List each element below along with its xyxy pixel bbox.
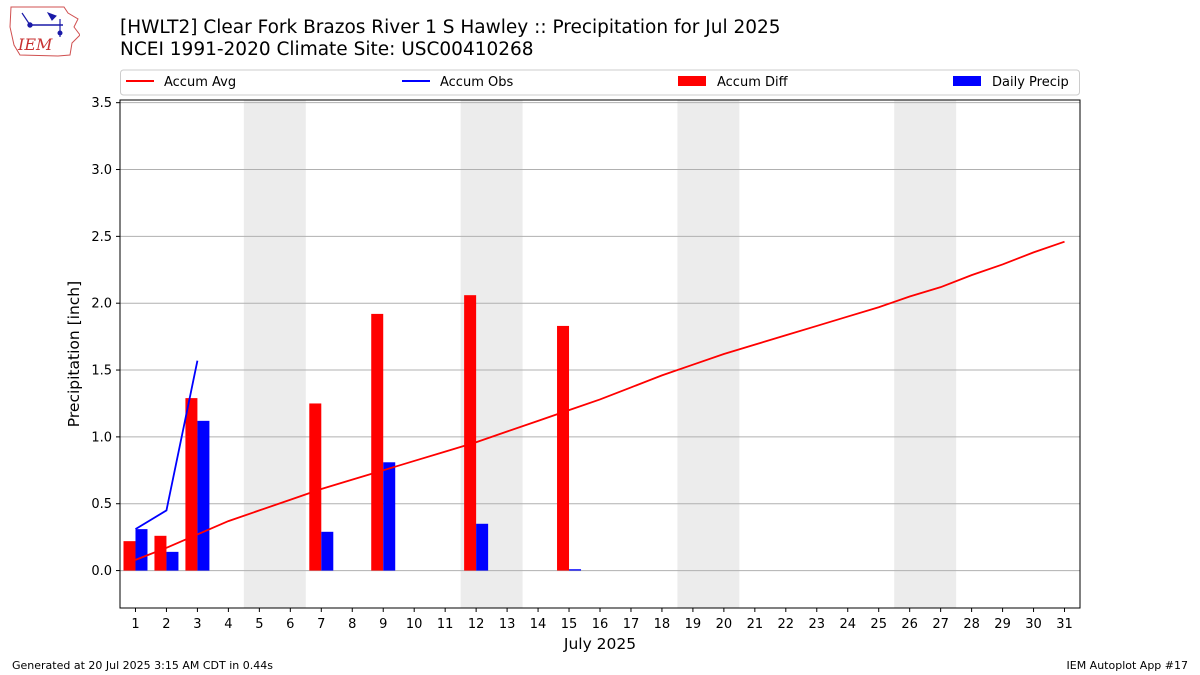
x-tick-label: 7: [317, 617, 325, 632]
x-tick-label: 22: [778, 617, 795, 632]
accum-avg-line: [135, 240, 1065, 561]
x-tick-label: 10: [406, 617, 423, 632]
generated-note: Generated at 20 Jul 2025 3:15 AM CDT in …: [12, 659, 273, 672]
daily-precip-bar: [197, 420, 210, 571]
x-tick-label: 3: [193, 617, 201, 632]
x-tick-label: 4: [224, 617, 232, 632]
y-axis-label: Precipitation [inch]: [65, 281, 83, 427]
x-tick-label: 8: [348, 617, 356, 632]
y-tick-label: 1.0: [91, 430, 112, 445]
x-tick-label: 1: [131, 617, 139, 632]
x-tick-label: 13: [499, 617, 516, 632]
weekend-shade: [894, 100, 957, 608]
legend-label-accum-avg: Accum Avg: [164, 75, 236, 90]
logo-text: IEM: [17, 35, 53, 54]
y-tick-label: 0.0: [91, 564, 112, 579]
x-tick-label: 25: [870, 617, 887, 632]
x-tick-label: 24: [839, 617, 856, 632]
daily-precip-bar: [569, 569, 582, 571]
x-axis-label: July 2025: [563, 635, 636, 653]
x-tick-label: 9: [379, 617, 387, 632]
y-tick-label: 1.5: [91, 364, 112, 379]
y-tick-label: 0.5: [91, 497, 112, 512]
daily-precip-bar: [166, 551, 179, 571]
iem-logo: IEM: [9, 6, 80, 57]
x-tick-label: 21: [747, 617, 764, 632]
legend-label-daily-precip: Daily Precip: [992, 75, 1069, 90]
y-tick-label: 3.5: [91, 96, 112, 111]
accum-diff-bar: [371, 313, 384, 571]
daily-precip-bar: [321, 531, 334, 571]
x-tick-label: 15: [561, 617, 578, 632]
daily-precip-bar: [476, 523, 489, 571]
x-tick-label: 18: [654, 617, 671, 632]
accum-diff-bar: [557, 325, 570, 571]
daily-precip-bar: [135, 529, 148, 571]
x-tick-label: 2: [162, 617, 170, 632]
x-tick-label: 17: [623, 617, 640, 632]
x-tick-label: 14: [530, 617, 547, 632]
x-tick-label: 11: [437, 617, 454, 632]
daily-precip-bar: [383, 462, 396, 571]
x-tick-label: 12: [468, 617, 485, 632]
accum-diff-bar: [309, 403, 322, 571]
accum-diff-bar: [185, 398, 198, 571]
weekend-shade: [243, 100, 306, 608]
x-tick-label: 16: [592, 617, 609, 632]
x-tick-label: 26: [901, 617, 918, 632]
x-tick-label: 31: [1056, 617, 1073, 632]
y-tick-label: 3.0: [91, 163, 112, 178]
x-tick-label: 23: [809, 617, 826, 632]
weather-vane-icon: [21, 12, 63, 37]
app-note: IEM Autoplot App #17: [1066, 659, 1189, 672]
accum-diff-bar: [123, 541, 136, 571]
accum-obs-line: [135, 360, 199, 530]
legend-swatch-daily-precip: [953, 76, 981, 86]
x-tick-label: 20: [716, 617, 733, 632]
x-tick-label: 30: [1025, 617, 1042, 632]
chart-subtitle: NCEI 1991-2020 Climate Site: USC00410268: [120, 39, 534, 60]
accum-diff-bar: [154, 535, 167, 571]
legend-swatch-accum-diff: [678, 76, 706, 86]
legend-label-accum-diff: Accum Diff: [717, 75, 789, 90]
x-tick-label: 19: [685, 617, 702, 632]
x-tick-label: 6: [286, 617, 294, 632]
x-tick-label: 27: [932, 617, 949, 632]
weekend-shade: [677, 100, 740, 608]
x-tick-label: 29: [994, 617, 1011, 632]
x-tick-label: 5: [255, 617, 263, 632]
y-tick-label: 2.5: [91, 230, 112, 245]
y-tick-label: 2.0: [91, 297, 112, 312]
legend-box: [120, 69, 1080, 96]
legend-label-accum-obs: Accum Obs: [440, 75, 513, 90]
x-tick-label: 28: [963, 617, 980, 632]
chart-title: [HWLT2] Clear Fork Brazos River 1 S Hawl…: [120, 17, 781, 38]
accum-diff-bar: [464, 295, 477, 571]
